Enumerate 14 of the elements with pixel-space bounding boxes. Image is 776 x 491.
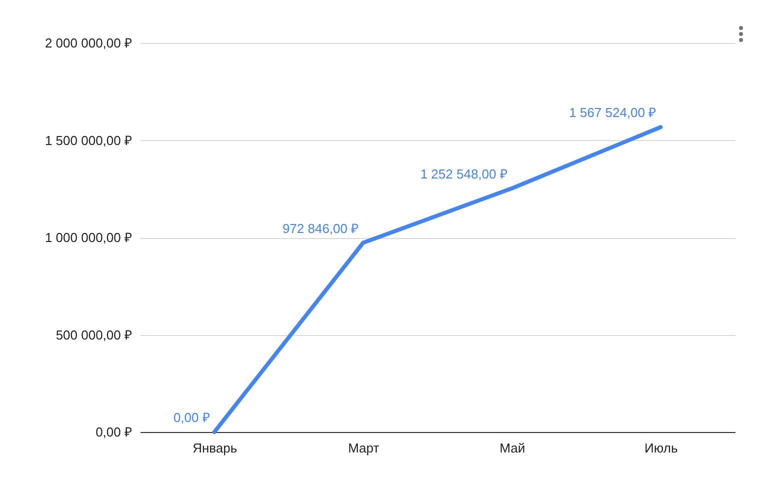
x-tick-label: Март bbox=[348, 440, 380, 456]
y-tick-label: 1 500 000,00 ₽ bbox=[44, 132, 132, 148]
data-label: 972 846,00 ₽ bbox=[282, 220, 360, 236]
data-label: 1 252 548,00 ₽ bbox=[420, 166, 508, 182]
y-tick-label: 1 000 000,00 ₽ bbox=[44, 230, 132, 245]
y-tick-label: 500 000,00 ₽ bbox=[56, 327, 132, 342]
data-label: 0,00 ₽ bbox=[173, 410, 210, 425]
line-series bbox=[212, 125, 663, 434]
y-tick-label: 0,00 ₽ bbox=[96, 424, 132, 440]
y-tick-label: 2 000 000,00 ₽ bbox=[44, 36, 132, 50]
x-tick-label: Январь bbox=[192, 440, 238, 456]
x-tick-label: Июль bbox=[644, 440, 678, 456]
x-tick-label: Май bbox=[500, 440, 526, 456]
data-label: 1 567 524,00 ₽ bbox=[569, 105, 657, 120]
